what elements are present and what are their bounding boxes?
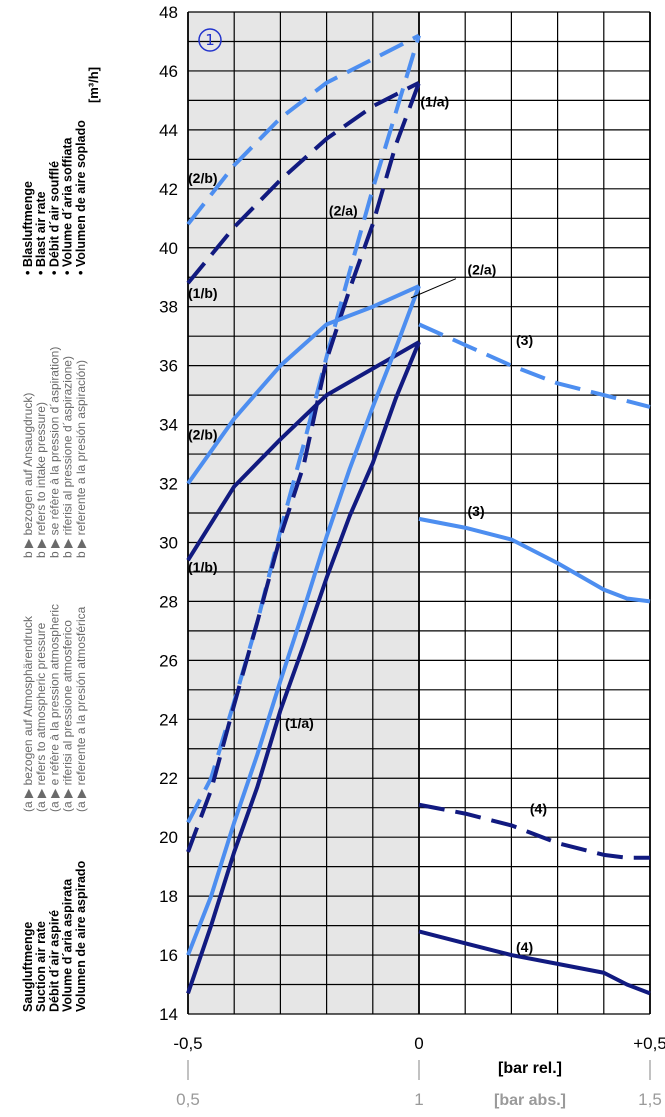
legend-a-line: (a ▶ bezogen auf Atmosphärendruck [21,615,35,812]
x-rel-tick-label: +0,5 [633,1034,665,1053]
y-tick-label: 38 [159,298,178,317]
blast-axis-title-line: • Blasluftmenge [21,181,35,275]
curve-labels: (2/b) (1/b) (1/a) (2/a) (2/a) (2/b) (1/b) (3) (3… [188,93,547,955]
blast-axis-title-line: • Volumen de aire soplado [74,120,88,275]
y-tick-label: 24 [159,710,178,729]
y-tick-label: 36 [159,357,178,376]
data-series-line [186,285,421,956]
data-series-line [186,340,420,562]
y-tick-label: 14 [159,1005,178,1024]
legend-a-line: (a ▶ e réfère à la pression atmospheric [47,604,61,812]
curve-label: (3) [468,503,485,519]
x-abs-tick-label: 1,5 [638,1090,662,1109]
y-tick-label: 46 [159,62,178,81]
curve-label: (4) [530,801,547,817]
y-tick-label: 30 [159,533,178,552]
suction-axis-title-line: Saugluftmenge [21,922,35,1012]
data-series [186,33,651,996]
y-tick-label: 32 [159,475,178,494]
blast-axis-title-line: • Débit d´air soufflé [47,161,61,275]
suction-axis-title-line: Volume d´aria aspirata [61,878,75,1012]
chart-marker: 1 [205,31,215,49]
y-tick-label: 18 [159,887,178,906]
x-axis-abs-label: [bar abs.] [494,1092,566,1109]
curve-label: (1/a) [420,93,449,109]
y-tick-label: 20 [159,828,178,847]
y-tick-label: 44 [159,121,178,140]
y-tick-label: 26 [159,651,178,670]
x-abs-tick-label: 1 [414,1090,423,1109]
grid-lines [187,11,651,1015]
legend-b-line: b ▶ bezogen auf Ansaugdruck) [21,393,35,558]
curve-label: (2/a) [468,261,497,277]
data-series-line [186,341,421,995]
blast-axis-title-line: • Blast air rate [34,191,48,275]
data-series-line [418,322,651,409]
legend-b-line: b ▶ riferisi al pressione d´aspirazione) [61,356,75,558]
curve-label: (4) [516,939,533,955]
y-tick-label: 40 [159,239,178,258]
curve-label: (1/a) [285,715,314,731]
suction-axis-title-line: Suction air rate [34,921,48,1012]
data-series-line [418,802,650,860]
curve-label: (2/a) [329,202,358,218]
side-axis-titles: • Blasluftmenge • Blast air rate • Débit d… [21,120,88,1012]
y-tick-label: 22 [159,769,178,788]
legend-a-line: (a ▶ referente a la presión atmosférica [74,606,88,812]
legend-a-line: (a ▶ riferisi al pressione atmosferico [61,620,75,812]
legend-b-line: b ▶ referente a la presión aspiración) [74,360,88,558]
tick-labels: 14 16 18 20 22 24 26 28 30 32 34 36 38 40 42 44 46 48 -0,5… [159,3,665,1109]
curve-label: (2/b) [188,426,218,442]
curve-label: (1/b) [188,285,218,301]
legend-b-line: b ▶ refers to intake pressure) [34,402,48,558]
data-series-line [186,80,420,285]
data-series-line [418,929,651,996]
suction-axis-title-line: Volumen de aire aspirado [74,860,88,1012]
chart-marker-circle [198,28,222,52]
data-series-line [186,82,421,853]
suction-axis-title-line: Débit d´air aspiré [47,910,61,1012]
x-rel-tick-label: -0,5 [173,1034,202,1053]
curve-label: (1/b) [188,559,218,575]
label-leader-line [410,278,457,299]
y-tick-label: 48 [159,3,178,22]
data-series-line [186,33,420,226]
x-rel-tick-label: 0 [414,1034,423,1053]
data-series-line [186,284,420,485]
x-abs-tick-label: 0,5 [176,1090,200,1109]
x-axis-rel-label: [bar rel.] [498,1060,562,1077]
legend-b-line: b ▶ se réfère à la pression d´aspiration… [47,347,61,558]
y-tick-label: 42 [159,180,178,199]
blast-axis-title-line: • Volume d´aria soffiata [61,136,75,275]
curve-label: (2/b) [188,170,218,186]
data-series-line [186,34,421,824]
y-tick-label: 28 [159,592,178,611]
legend-a-line: (a ▶ refers to atmospheric pressure [34,622,48,812]
y-axis-unit: [m³/h] [86,67,101,103]
y-tick-label: 34 [159,416,178,435]
y-tick-label: 16 [159,946,178,965]
curve-label: (3) [516,332,533,348]
data-series-line [418,516,651,604]
